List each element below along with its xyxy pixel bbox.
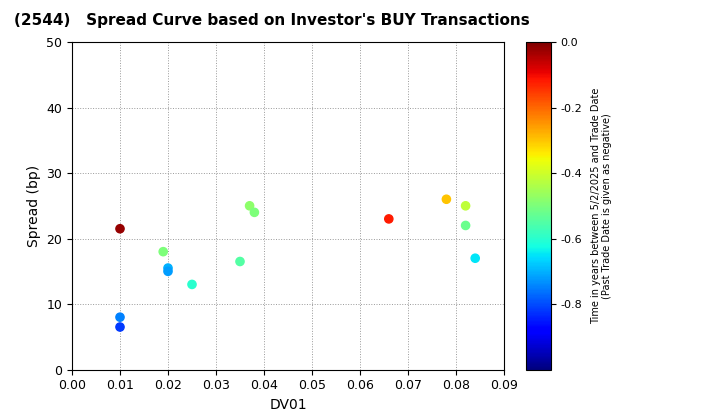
Point [114,226,126,232]
Text: (2544)   Spread Curve based on Investor's BUY Transactions: (2544) Spread Curve based on Investor's … [14,13,530,28]
Point [460,222,472,229]
Point [248,209,260,216]
Point [162,265,174,271]
Point [162,268,174,275]
Point [114,314,126,320]
Point [244,202,256,209]
Point [186,281,198,288]
Point [234,258,246,265]
Point [158,248,169,255]
X-axis label: DV01: DV01 [269,398,307,412]
Point [114,324,126,331]
Y-axis label: Time in years between 5/2/2025 and Trade Date
(Past Trade Date is given as negat: Time in years between 5/2/2025 and Trade… [590,88,612,324]
Point [441,196,452,202]
Point [383,215,395,222]
Y-axis label: Spread (bp): Spread (bp) [27,165,41,247]
Point [469,255,481,262]
Point [460,202,472,209]
